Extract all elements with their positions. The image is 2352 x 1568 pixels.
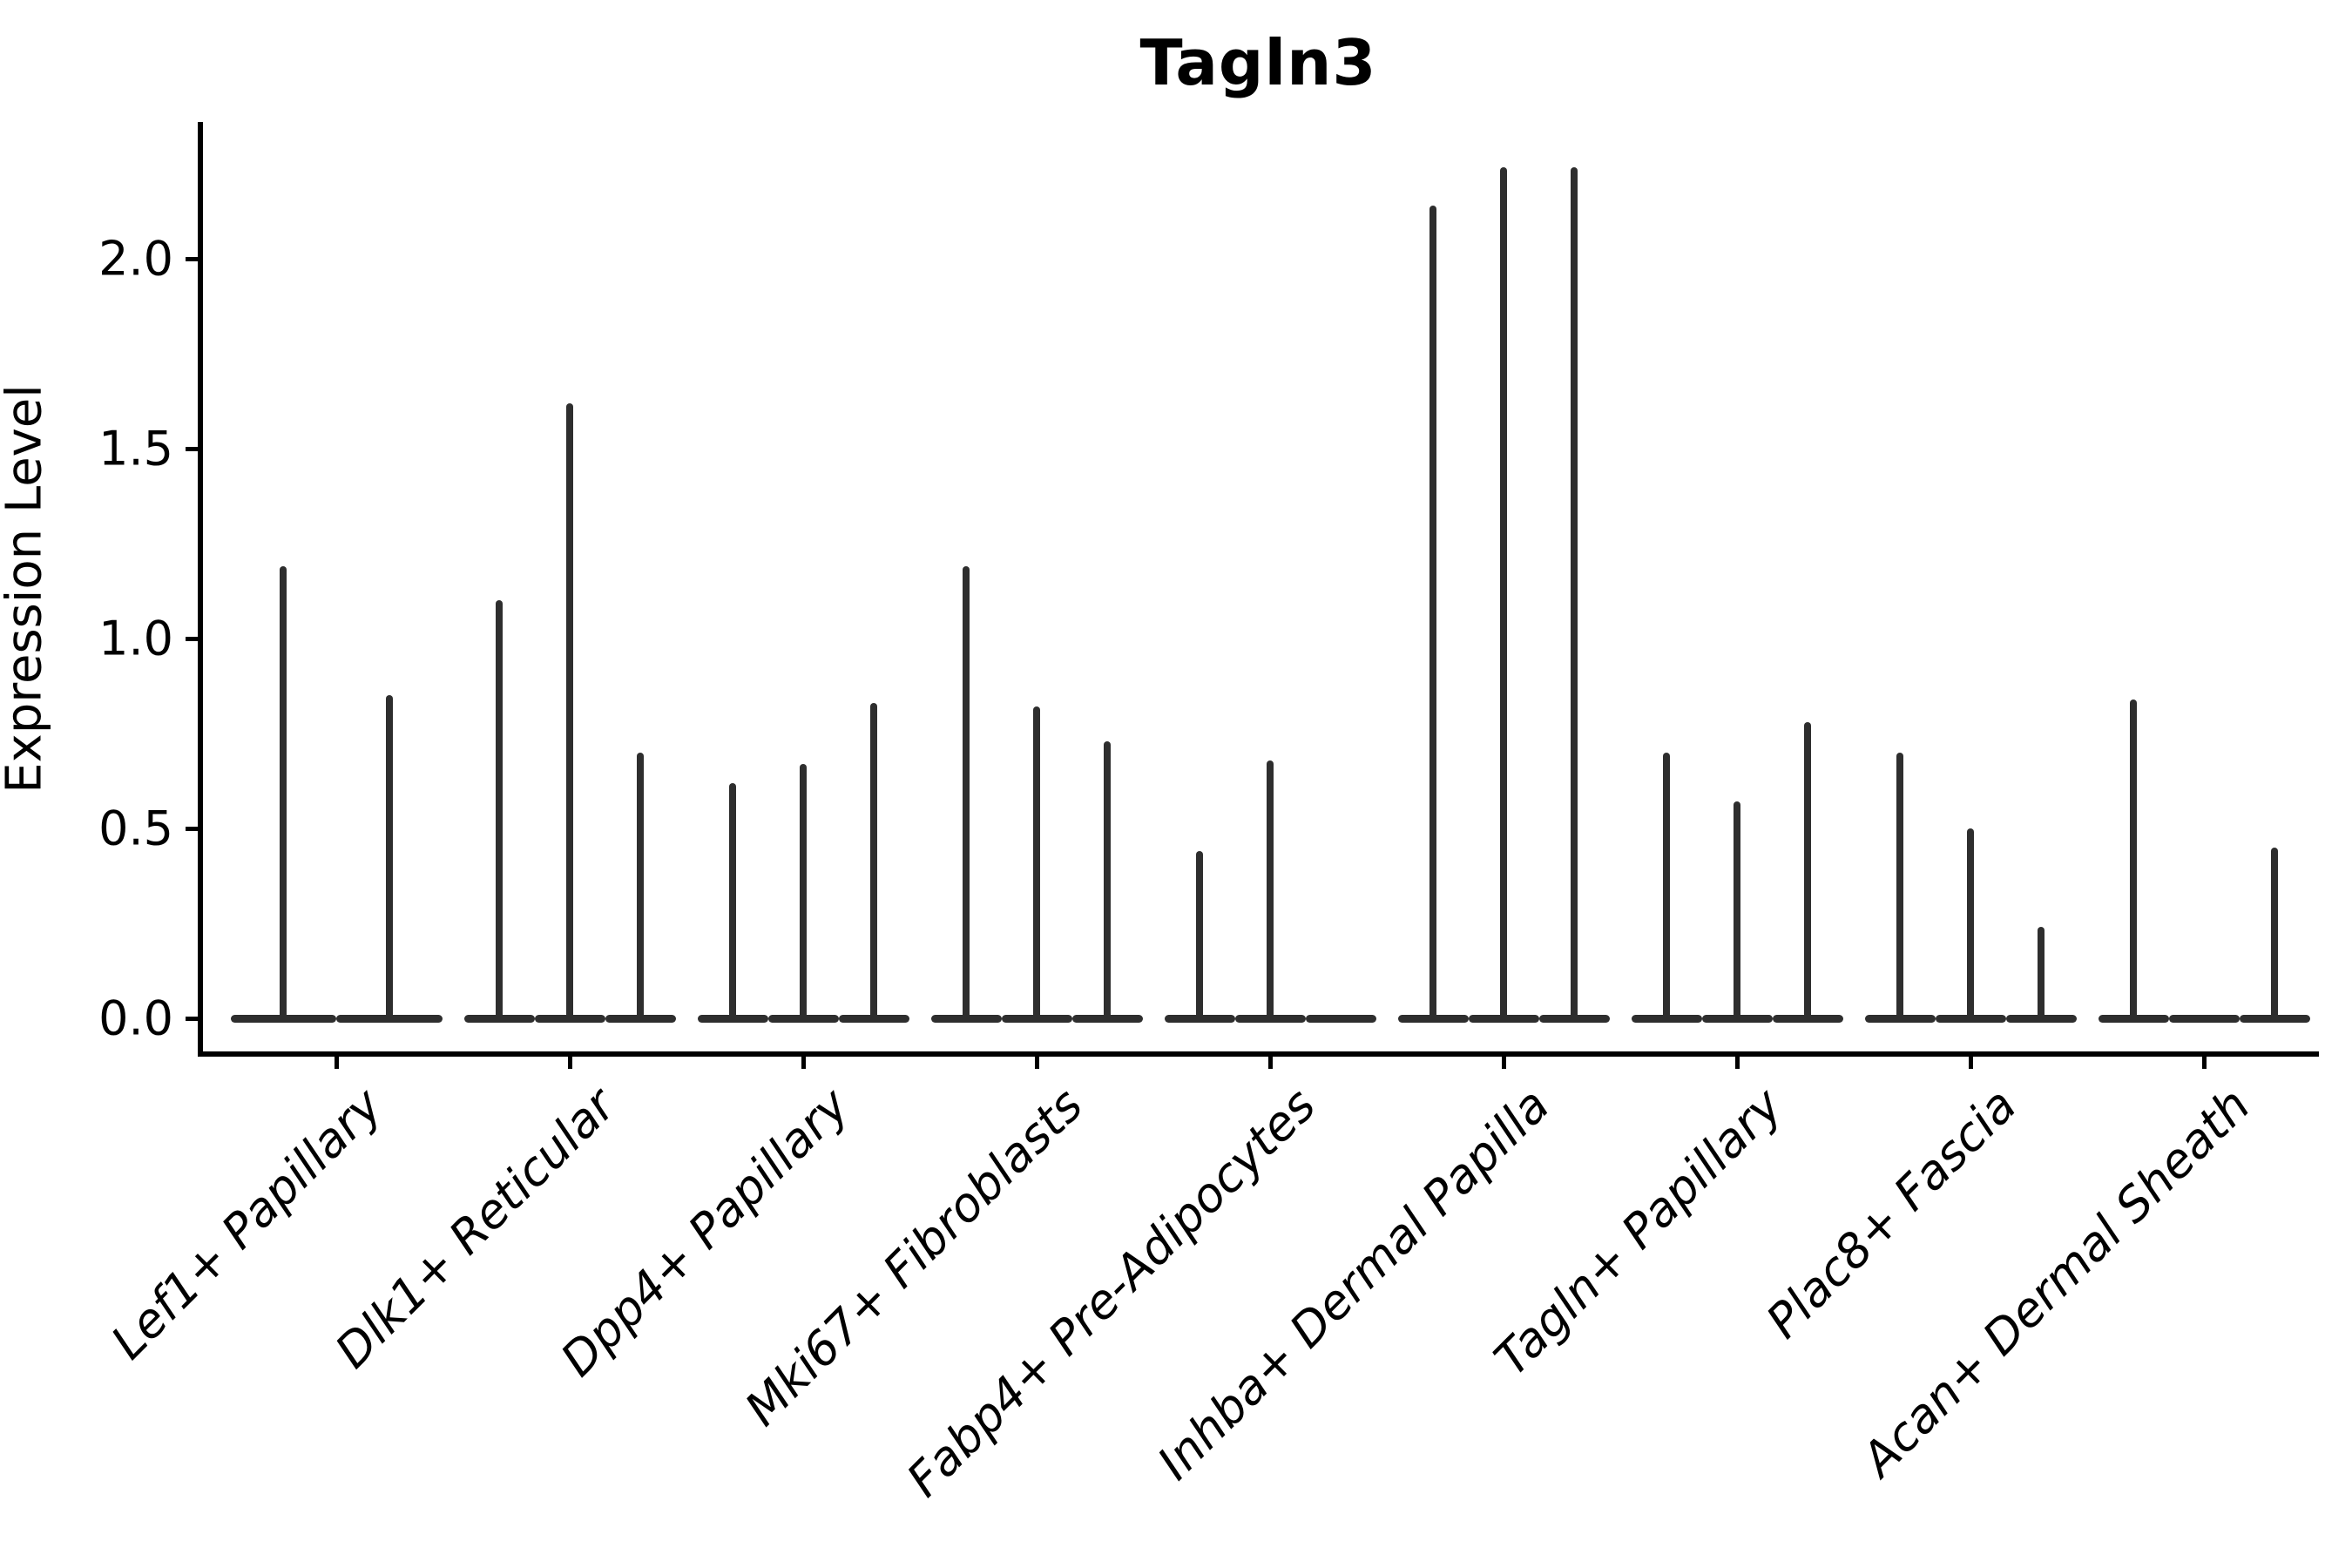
- violin-body: [930, 1014, 1002, 1023]
- violin-spike: [1734, 801, 1740, 1018]
- violin-body: [336, 1014, 443, 1023]
- violin-spike: [729, 782, 736, 1018]
- violin-spike: [1033, 706, 1040, 1018]
- x-tick-label: Fabp4+ Pre-Adipocytes: [896, 1078, 1327, 1508]
- violin-spike: [1104, 740, 1111, 1018]
- y-tick-mark: [186, 636, 198, 641]
- violin-body: [2239, 1014, 2310, 1023]
- violin-body: [1772, 1014, 1843, 1023]
- x-tick-label: Acan+ Dermal Sheath: [1850, 1078, 2261, 1487]
- violin-body: [2168, 1014, 2240, 1023]
- violin-body: [1935, 1014, 2006, 1023]
- violin-body: [1001, 1014, 1072, 1023]
- violin-spike: [1429, 205, 1436, 1018]
- violin-spike: [2271, 847, 2278, 1018]
- violin-body: [767, 1014, 839, 1023]
- violin-spike: [1896, 752, 1903, 1018]
- y-tick-label: 0.0: [98, 990, 173, 1046]
- x-axis-spine: [198, 1051, 2319, 1057]
- violin-body: [605, 1014, 676, 1023]
- y-tick-label: 0.5: [98, 801, 173, 856]
- x-tick-mark: [1034, 1057, 1039, 1069]
- violin-body: [697, 1014, 768, 1023]
- violin-spike: [566, 402, 573, 1018]
- y-tick-mark: [186, 1016, 198, 1021]
- violin-body: [1631, 1014, 1702, 1023]
- violin-spike: [870, 703, 877, 1018]
- y-tick-mark: [186, 256, 198, 261]
- violin-spike: [1967, 828, 1974, 1018]
- y-tick-label: 2.0: [98, 231, 173, 287]
- y-tick-label: 1.0: [98, 611, 173, 666]
- violin-body: [1397, 1014, 1469, 1023]
- violin-body: [534, 1014, 605, 1023]
- violin-spike: [1663, 752, 1670, 1018]
- y-tick-mark: [186, 446, 198, 451]
- x-tick-mark: [334, 1057, 339, 1069]
- violin-spike: [496, 600, 503, 1018]
- violin-spike: [280, 566, 287, 1018]
- violin-body: [1468, 1014, 1539, 1023]
- violin-spike: [1571, 167, 1578, 1018]
- x-tick-mark: [1267, 1057, 1273, 1069]
- x-tick-mark: [801, 1057, 806, 1069]
- violin-body: [1864, 1014, 1936, 1023]
- x-tick-mark: [1968, 1057, 1973, 1069]
- violin-spike: [1196, 851, 1203, 1018]
- violin-body: [463, 1014, 535, 1023]
- violin-body: [838, 1014, 909, 1023]
- violin-body: [1071, 1014, 1143, 1023]
- violin-spike: [1804, 721, 1811, 1018]
- page-title: Tagln3: [1139, 26, 1377, 99]
- violin-spike: [963, 566, 970, 1018]
- x-tick-mark: [1734, 1057, 1740, 1069]
- violin-spike: [2130, 699, 2137, 1018]
- violin-spike: [800, 763, 807, 1018]
- violin-spike: [2038, 927, 2044, 1018]
- violin-body: [1701, 1014, 1773, 1023]
- x-tick-label: Inhba+ Dermal Papilla: [1146, 1078, 1560, 1490]
- violin-body: [1538, 1014, 1610, 1023]
- x-tick-label: Plac8+ Fascia: [1755, 1078, 2027, 1349]
- y-axis-spine: [198, 122, 203, 1057]
- y-tick-label: 1.5: [98, 421, 173, 476]
- violin-body: [1164, 1014, 1235, 1023]
- violin-body: [1305, 1014, 1376, 1023]
- x-tick-mark: [567, 1057, 572, 1069]
- violin-spike: [637, 752, 644, 1018]
- violin-body: [2098, 1014, 2169, 1023]
- violin-spike: [1267, 760, 1274, 1018]
- violin-body: [1234, 1014, 1306, 1023]
- violin-spike: [1500, 167, 1507, 1018]
- x-tick-mark: [2201, 1057, 2207, 1069]
- violin-body: [2005, 1014, 2077, 1023]
- x-tick-mark: [1501, 1057, 1506, 1069]
- violin-body: [230, 1014, 336, 1023]
- violin-spike: [385, 695, 393, 1018]
- y-tick-mark: [186, 826, 198, 831]
